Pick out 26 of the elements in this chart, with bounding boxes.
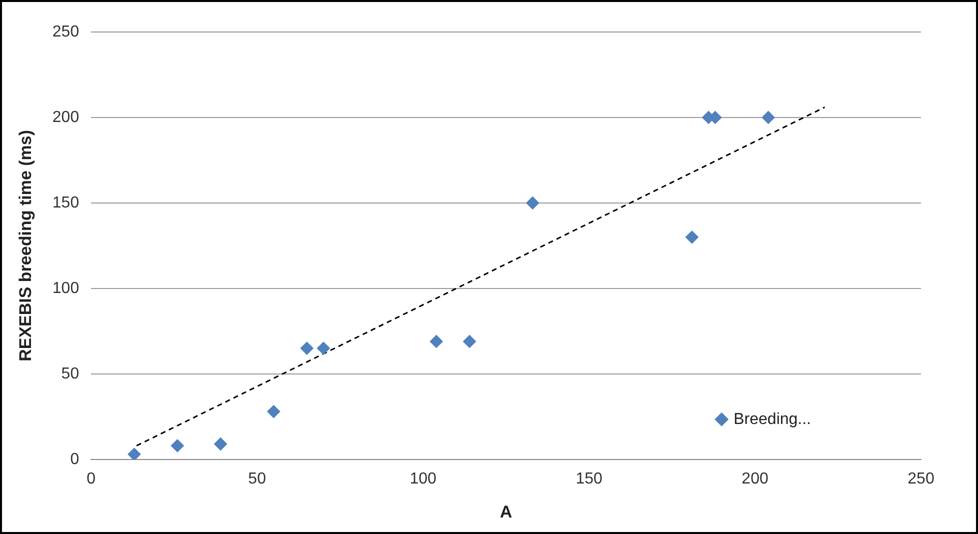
point <box>762 110 775 124</box>
x-axis-title: A <box>500 502 512 522</box>
x-tick-label: 50 <box>248 470 266 488</box>
point <box>526 196 540 210</box>
point <box>170 439 184 452</box>
legend-label: Breeding... <box>734 410 812 428</box>
point <box>316 342 330 355</box>
point <box>214 438 228 451</box>
y-tick-label: 150 <box>52 194 80 212</box>
point <box>430 334 443 348</box>
y-tick-label: 0 <box>70 450 80 468</box>
x-tick-label: 250 <box>908 470 934 488</box>
point <box>300 342 314 355</box>
x-tick-label: 100 <box>410 470 437 488</box>
point <box>463 334 476 348</box>
y-tick-label: 200 <box>52 108 80 126</box>
point <box>685 230 698 244</box>
y-tick-label: 100 <box>52 280 80 297</box>
y-tick-label: 50 <box>61 365 80 382</box>
y-tick-label: 250 <box>52 23 80 40</box>
point <box>267 405 280 418</box>
x-tick-label: 200 <box>742 470 768 488</box>
x-tick-label: 150 <box>576 470 602 488</box>
point <box>128 448 141 460</box>
x-tick-label: 0 <box>86 470 96 488</box>
y-axis-title: REXEBIS breeding time (ms) <box>16 130 35 362</box>
